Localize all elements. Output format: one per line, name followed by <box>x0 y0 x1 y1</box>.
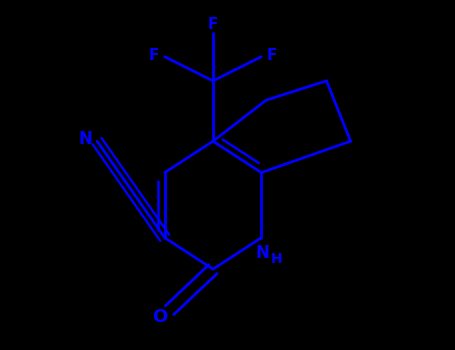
Text: H: H <box>271 252 283 266</box>
Text: O: O <box>152 308 167 327</box>
Text: F: F <box>149 48 159 63</box>
Text: N: N <box>78 130 92 148</box>
Text: F: F <box>208 17 218 32</box>
Text: N: N <box>256 244 269 262</box>
Text: F: F <box>267 48 278 63</box>
